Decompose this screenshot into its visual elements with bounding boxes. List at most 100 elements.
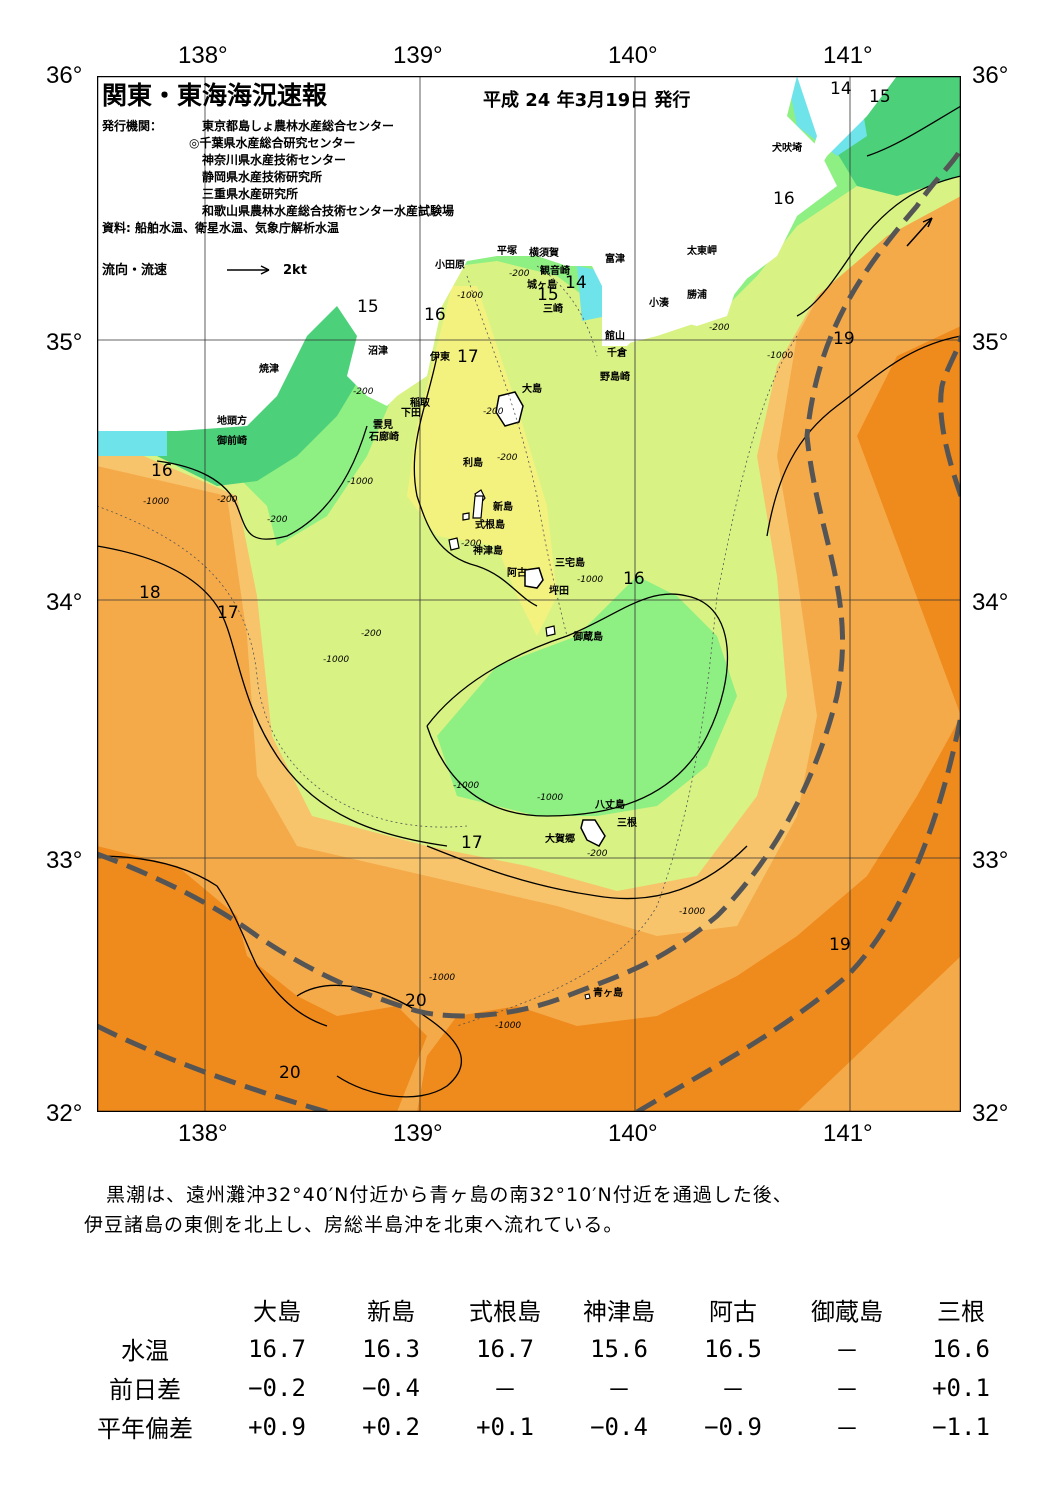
station-name: 阿古 — [709, 1298, 757, 1326]
isotherm-20-west — [97, 855, 328, 1027]
issuer-1: 東京都島しょ農林水産総合センター — [202, 118, 394, 133]
isotherm-15-northeast — [866, 105, 961, 157]
depth-label: -1000 — [767, 351, 793, 361]
place-yaizu: 焼津 — [259, 362, 279, 375]
place-omaezaki: 御前崎 — [216, 434, 247, 447]
table-row: 前日差 −0.2 −0.4 － － － － +0.1 — [70, 1368, 1018, 1407]
isotherm-label: 16 — [773, 189, 795, 209]
issue-date: 平成 24 年3月19日 発行 — [483, 89, 690, 111]
kuroshio-axis-outer-south — [97, 1023, 328, 1112]
place-tsubota: 坪田 — [549, 584, 569, 597]
table-cell: － — [493, 1376, 517, 1404]
isotherm-label: 16 — [151, 461, 173, 481]
kuroshio-axis-outer-east — [635, 715, 961, 1112]
row-label-normal-anomaly: 平年偏差 — [97, 1415, 193, 1443]
sea-temperature-map: 関東・東海海況速報 平成 24 年3月19日 発行 発行機関： 東京都島しょ農林… — [97, 76, 961, 1112]
kuroshio-axis-main — [97, 145, 961, 1019]
table-cell: −0.4 — [590, 1412, 648, 1441]
place-ito: 伊東 — [429, 350, 450, 363]
zone-14-omaezaki — [97, 426, 167, 456]
table-cell: － — [835, 1415, 859, 1443]
depth-label: -1000 — [457, 291, 483, 301]
issuer-2: ◎千葉県水産総合研究センター — [189, 135, 355, 150]
table-cell: −0.2 — [248, 1373, 306, 1402]
lat-label-34-left: 34° — [46, 589, 83, 616]
isotherm-16-central — [426, 593, 729, 817]
depth-contour-200-sagami — [536, 265, 598, 357]
place-futtsu: 富津 — [605, 252, 625, 265]
island-mikurajima — [545, 625, 556, 637]
place-nojimazaki: 野島崎 — [600, 370, 630, 383]
lon-label-140-top: 140° — [608, 42, 658, 69]
place-tateyama: 館山 — [604, 329, 625, 342]
isotherm-20-lobe — [296, 984, 462, 1098]
lon-label-138-bottom: 138° — [178, 1120, 228, 1147]
isotherm-label: 14 — [565, 273, 587, 293]
table-cell: −1.1 — [932, 1412, 990, 1441]
land-honshu — [97, 76, 837, 431]
island-miyakejima — [524, 567, 544, 589]
place-taitomisaki: 太東岬 — [686, 244, 717, 257]
zone-16-central — [437, 576, 737, 816]
depth-label: -200 — [361, 629, 382, 639]
table-cell: +0.1 — [476, 1412, 534, 1441]
station-name: 式根島 — [469, 1298, 541, 1326]
table-cell: 16.7 — [476, 1334, 534, 1363]
station-name: 大島 — [253, 1298, 301, 1326]
isotherm-16-izu — [413, 355, 538, 607]
isotherm-label: 17 — [457, 347, 479, 367]
station-name: 神津島 — [583, 1298, 655, 1326]
place-ako: 阿古 — [507, 566, 527, 579]
place-kominato: 小湊 — [648, 296, 670, 309]
place-shimoda: 下田 — [401, 407, 421, 419]
place-okago: 大賀郷 — [545, 832, 575, 845]
isotherm-lines — [97, 105, 961, 1098]
place-kannonzaki: 観音崎 — [540, 264, 570, 277]
table-cell: － — [835, 1337, 859, 1365]
kuroshio-axis-outer-northeast — [938, 335, 961, 497]
island-kozushima — [448, 537, 460, 551]
summary-line-2: 伊豆諸島の東側を北上し、房総半島沖を北東へ流れている。 — [84, 1214, 624, 1236]
place-mitsune: 三根 — [617, 816, 637, 829]
isotherm-label: 14 — [830, 79, 852, 99]
lon-label-138-top: 138° — [178, 42, 228, 69]
summary-text: 黒潮は、遠州灘沖32°40′N付近から青ヶ島の南32°10′N付近を通過した後、… — [84, 1180, 1024, 1240]
place-odawara: 小田原 — [434, 258, 465, 271]
place-kozushima: 神津島 — [473, 544, 503, 557]
depth-label: -1000 — [495, 1021, 521, 1031]
header-block: 関東・東海海況速報 平成 24 年3月19日 発行 発行機関： 東京都島しょ農林… — [101, 81, 690, 278]
place-misaki: 三崎 — [543, 302, 563, 315]
row-label-water-temp: 水温 — [121, 1337, 169, 1365]
lat-label-36-left: 36° — [46, 62, 83, 89]
isotherm-label: 19 — [833, 329, 855, 349]
depth-label: -1000 — [143, 497, 169, 507]
lat-label-32-right: 32° — [972, 1100, 1009, 1127]
isotherm-label: 18 — [139, 583, 161, 603]
map-frame — [97, 76, 961, 1112]
place-jogashima: 城ヶ島 — [527, 278, 557, 291]
isotherm-label: 17 — [217, 603, 239, 623]
map-title: 関東・東海海況速報 — [102, 81, 328, 110]
summary-line-1: 黒潮は、遠州灘沖32°40′N付近から青ヶ島の南32°10′N付近を通過した後、 — [106, 1184, 793, 1206]
depth-label: -200 — [497, 453, 518, 463]
lat-label-33-left: 33° — [46, 847, 83, 874]
table-cell: +0.2 — [362, 1412, 420, 1441]
graticule — [97, 76, 961, 1112]
depth-label: -200 — [267, 515, 288, 525]
depth-contour-1000-east — [456, 335, 798, 1027]
lon-label-140-bottom: 140° — [608, 1120, 658, 1147]
legend-arrow-icon — [227, 265, 270, 275]
place-chikura: 千倉 — [607, 346, 628, 359]
table-row: 水温 16.7 16.3 16.7 15.6 16.5 － 16.6 — [70, 1329, 1018, 1368]
place-mikurajima: 御蔵島 — [572, 630, 603, 643]
place-mikomoto: 雲見 — [373, 419, 393, 431]
place-numazu: 沼津 — [368, 344, 388, 357]
isotherm-label: 16 — [623, 569, 645, 589]
depth-label: -200 — [587, 849, 608, 859]
isotherm-17-south — [426, 845, 748, 900]
table-cell: −0.4 — [362, 1373, 420, 1402]
island-hachijojima — [580, 819, 606, 847]
lat-label-34-right: 34° — [972, 589, 1009, 616]
island-niijima — [472, 495, 484, 519]
station-header-row: 大島 新島 式根島 神津島 阿古 御蔵島 三根 — [70, 1290, 1018, 1329]
